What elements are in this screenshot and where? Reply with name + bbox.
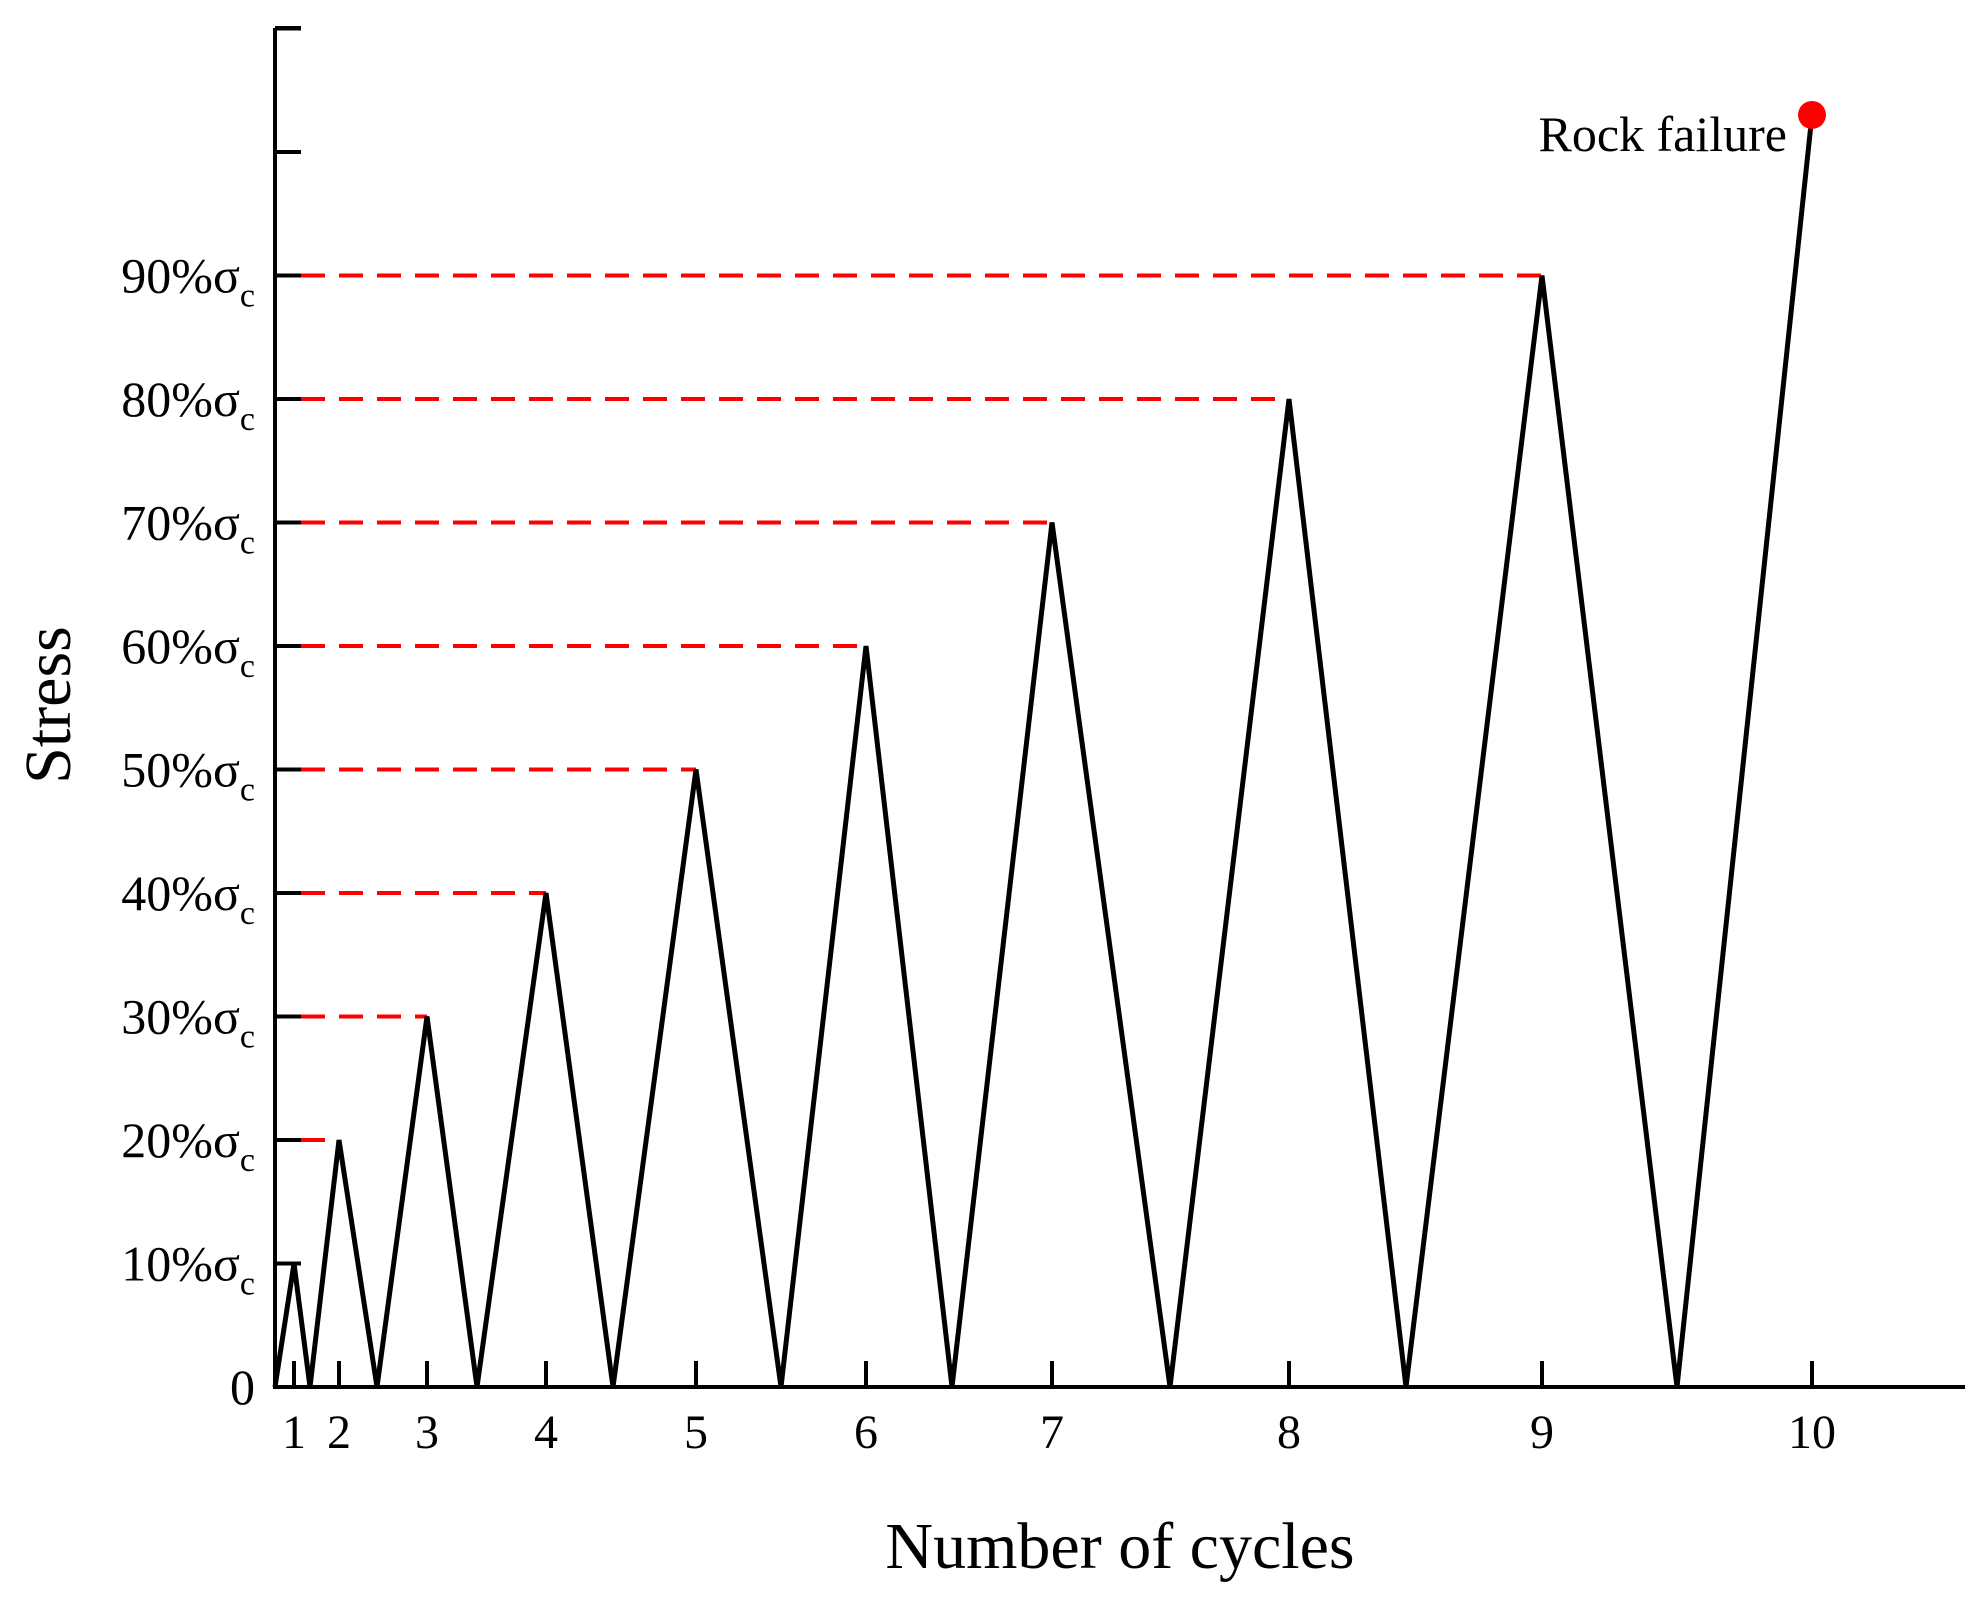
y-tick-label: 50%σc: [121, 742, 255, 809]
y-tick-label: 90%σc: [121, 248, 255, 315]
stress-series: [272, 114, 1815, 1388]
x-tick-label: 9: [1530, 1406, 1554, 1459]
failure-marker: [1798, 100, 1826, 129]
x-tick-label: 7: [1040, 1406, 1064, 1459]
stress-line: [272, 114, 1815, 1388]
x-axis-title: Number of cycles: [885, 1510, 1354, 1583]
y-tick-label: 80%σc: [121, 371, 255, 438]
y-tick-labels: 0 10%σc 20%σc 30%σc 40%σc 50%σc 60%σc 70%σc 80%σ…: [121, 248, 255, 1416]
y-tick-label: 30%σc: [121, 989, 255, 1056]
y-tick-label: 0: [230, 1359, 255, 1415]
x-tick-label: 2: [327, 1406, 351, 1459]
x-tick-label: 3: [415, 1406, 439, 1459]
x-tick-label: 8: [1277, 1406, 1301, 1459]
y-tick-label: 40%σc: [121, 865, 255, 932]
rock-failure-annotation: Rock failure: [1538, 106, 1787, 162]
axes: [273, 26, 1965, 1389]
x-tick-label: 4: [534, 1406, 558, 1459]
failure-marker-group: Rock failure: [1538, 100, 1826, 162]
x-tick-label: 1: [282, 1406, 306, 1459]
x-tick-label: 5: [684, 1406, 708, 1459]
y-tick-label: 60%σc: [121, 618, 255, 685]
y-tick-label: 20%σc: [121, 1112, 255, 1179]
y-axis-title: Stress: [12, 626, 85, 784]
x-tick-label: 6: [854, 1406, 878, 1459]
reference-lines: [294, 273, 1542, 1266]
y-tick-label: 70%σc: [121, 495, 255, 562]
y-tick-label: 10%σc: [121, 1236, 255, 1303]
x-tick-label: 10: [1788, 1406, 1836, 1459]
x-tick-labels: 1 2 3 4 5 6 7 8 9 10: [282, 1406, 1836, 1459]
